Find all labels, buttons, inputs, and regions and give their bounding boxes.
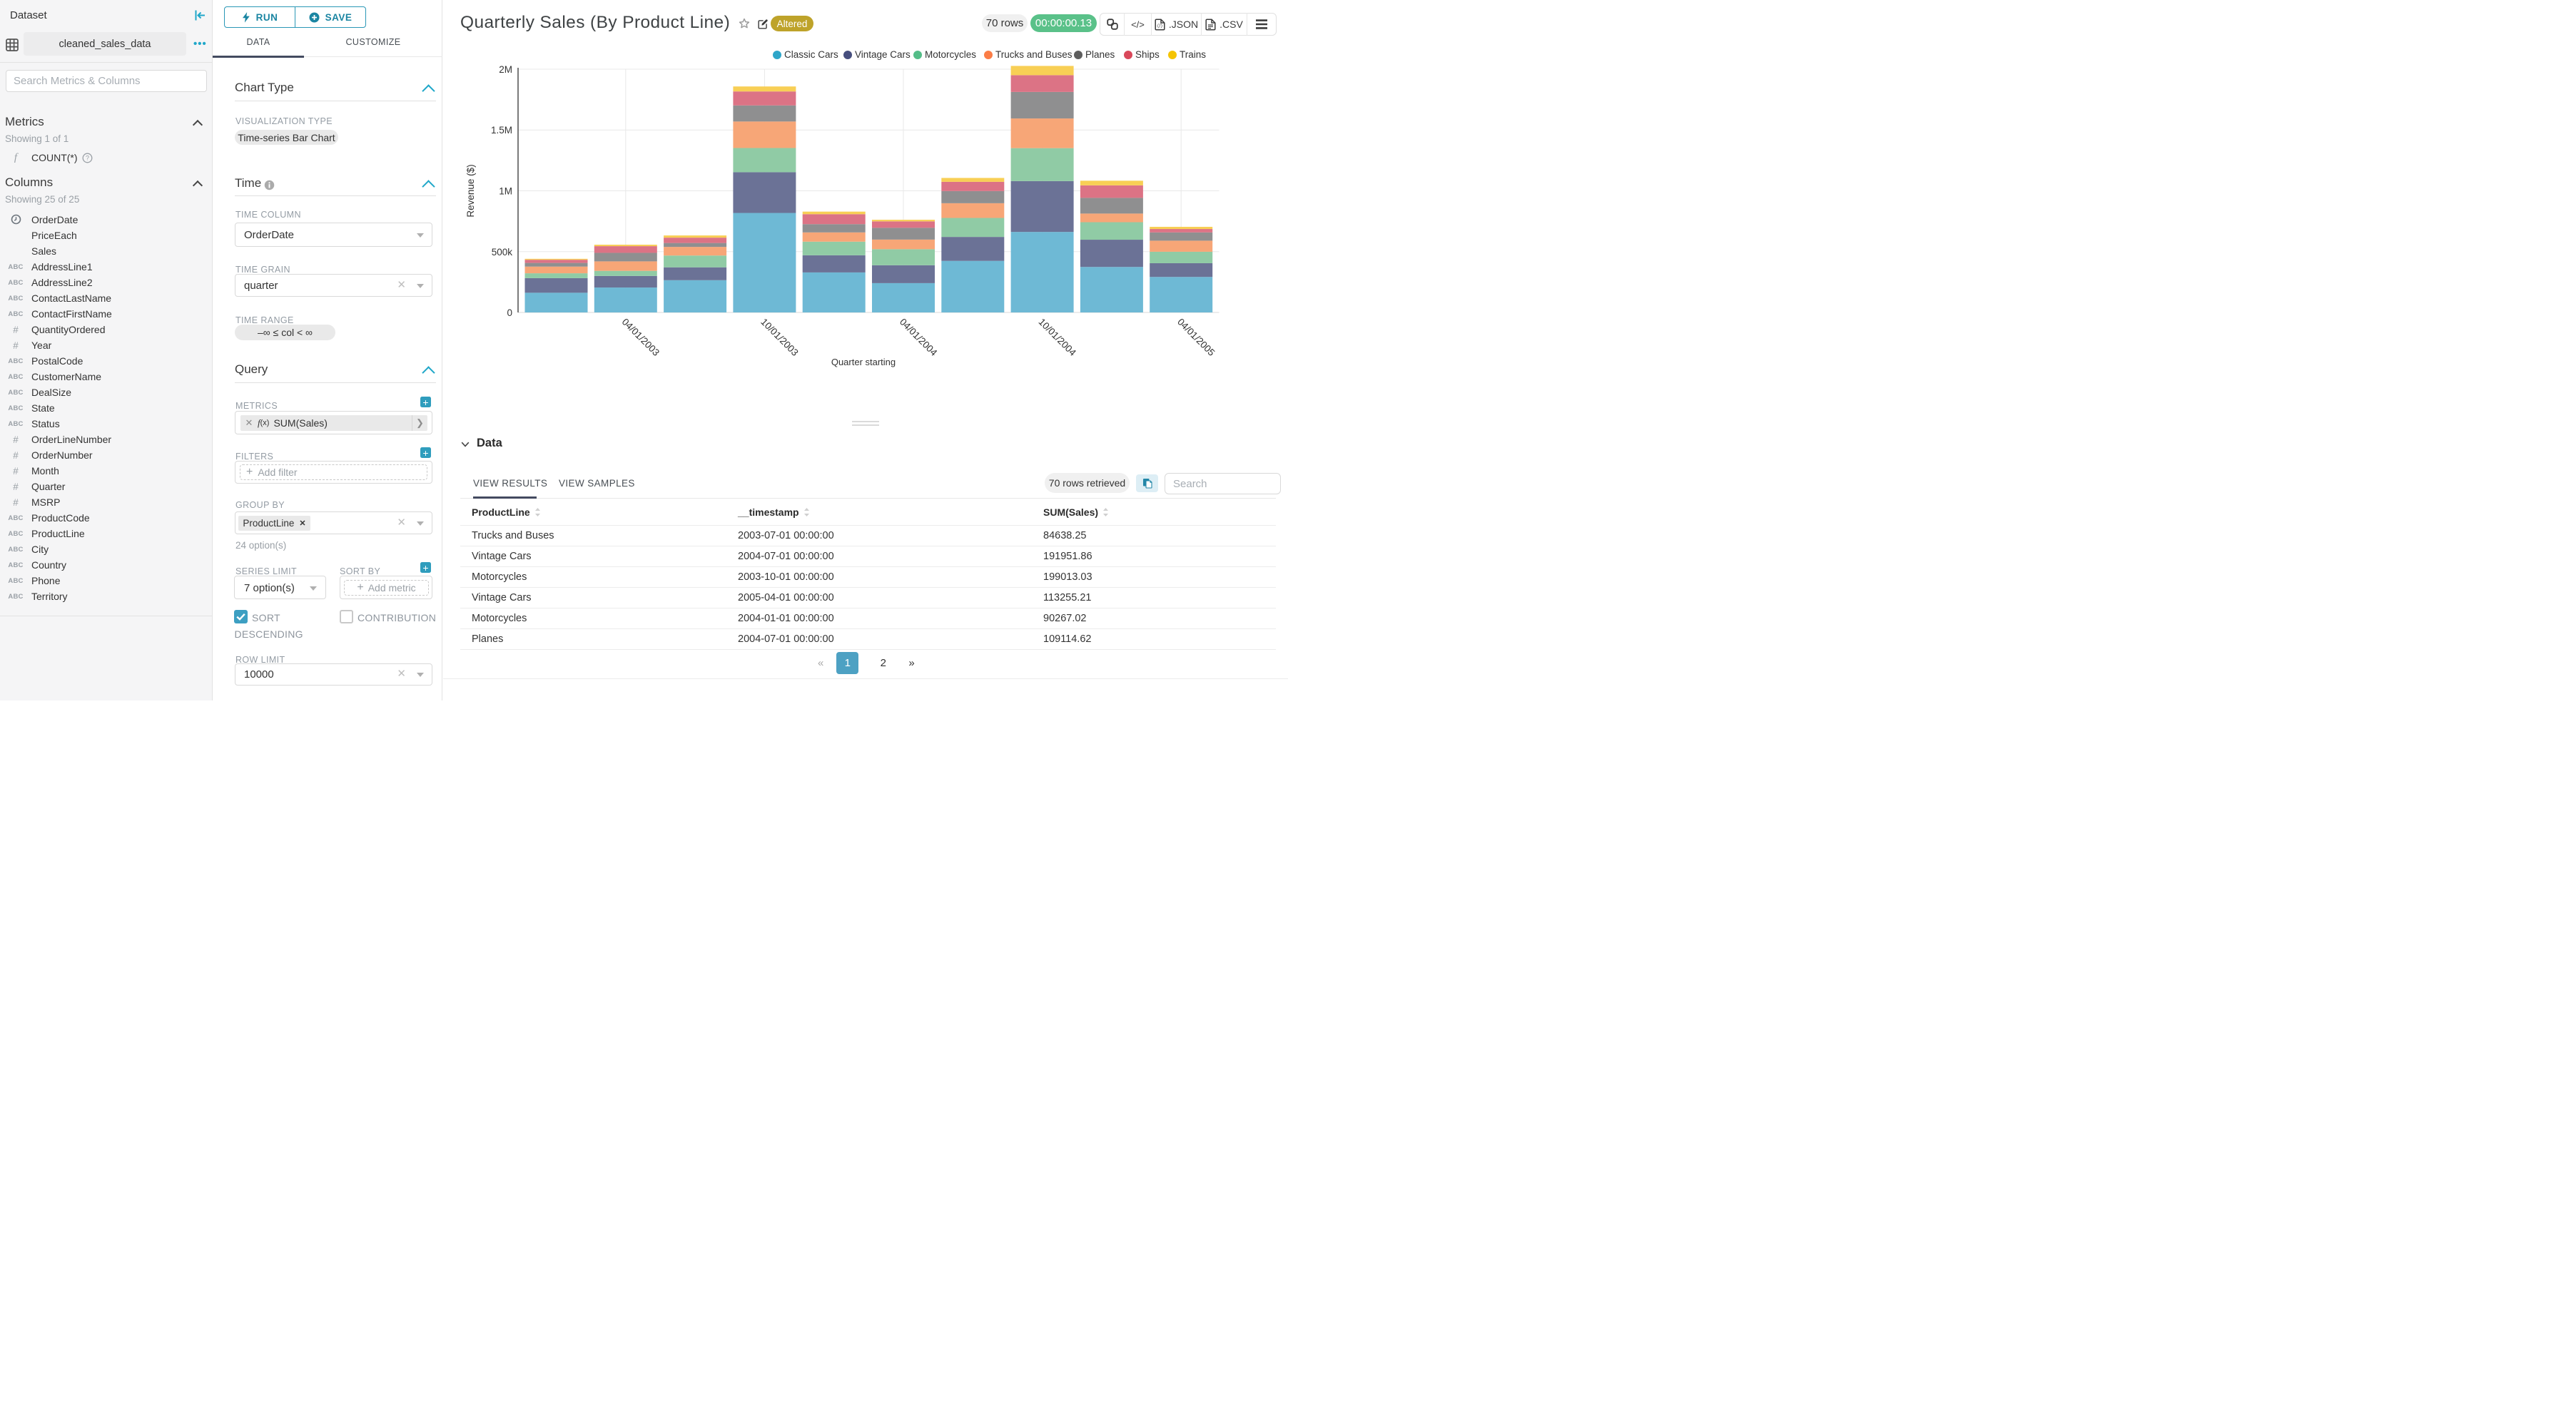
svg-text:Revenue ($): Revenue ($) bbox=[465, 164, 476, 217]
svg-text:04/01/2003: 04/01/2003 bbox=[620, 317, 661, 358]
svg-text:Quarter starting: Quarter starting bbox=[831, 357, 896, 367]
svg-text:500k: 500k bbox=[492, 247, 513, 258]
svg-text:〈/〉: 〈/〉 bbox=[1155, 23, 1165, 29]
svg-text:10/01/2003: 10/01/2003 bbox=[759, 317, 800, 358]
svg-text:04/01/2005: 04/01/2005 bbox=[1175, 317, 1217, 358]
svg-text:10/01/2004: 10/01/2004 bbox=[1036, 317, 1078, 359]
svg-text:0: 0 bbox=[507, 307, 512, 318]
svg-text:2M: 2M bbox=[499, 64, 512, 75]
svg-text:1.5M: 1.5M bbox=[491, 125, 512, 136]
svg-text:?: ? bbox=[86, 154, 89, 161]
svg-text:04/01/2004: 04/01/2004 bbox=[898, 317, 940, 359]
svg-text:1M: 1M bbox=[499, 186, 512, 197]
